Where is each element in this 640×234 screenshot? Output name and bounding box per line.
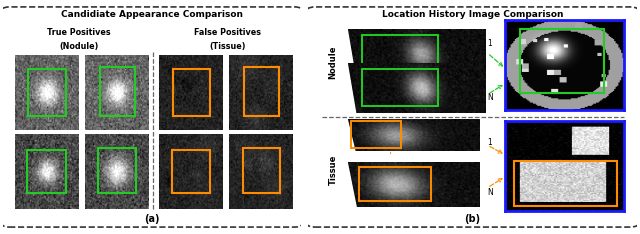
Text: False Positives: False Positives [195,28,261,37]
Text: Location History Image Comparison: Location History Image Comparison [382,10,563,19]
Text: (Tissue): (Tissue) [210,42,246,51]
Text: (a): (a) [144,214,160,224]
Text: Candidiate Appearance Comparison: Candidiate Appearance Comparison [61,10,243,19]
FancyBboxPatch shape [0,7,304,227]
FancyBboxPatch shape [305,7,640,227]
Text: 1: 1 [488,138,492,147]
Text: N: N [488,93,493,102]
Text: N: N [488,188,493,197]
Text: 1: 1 [488,40,492,48]
Text: (b): (b) [465,214,481,224]
Text: Tissue: Tissue [328,155,338,185]
Text: (Nodule): (Nodule) [60,42,99,51]
Text: Nodule: Nodule [328,45,338,79]
Text: True Positives: True Positives [47,28,111,37]
